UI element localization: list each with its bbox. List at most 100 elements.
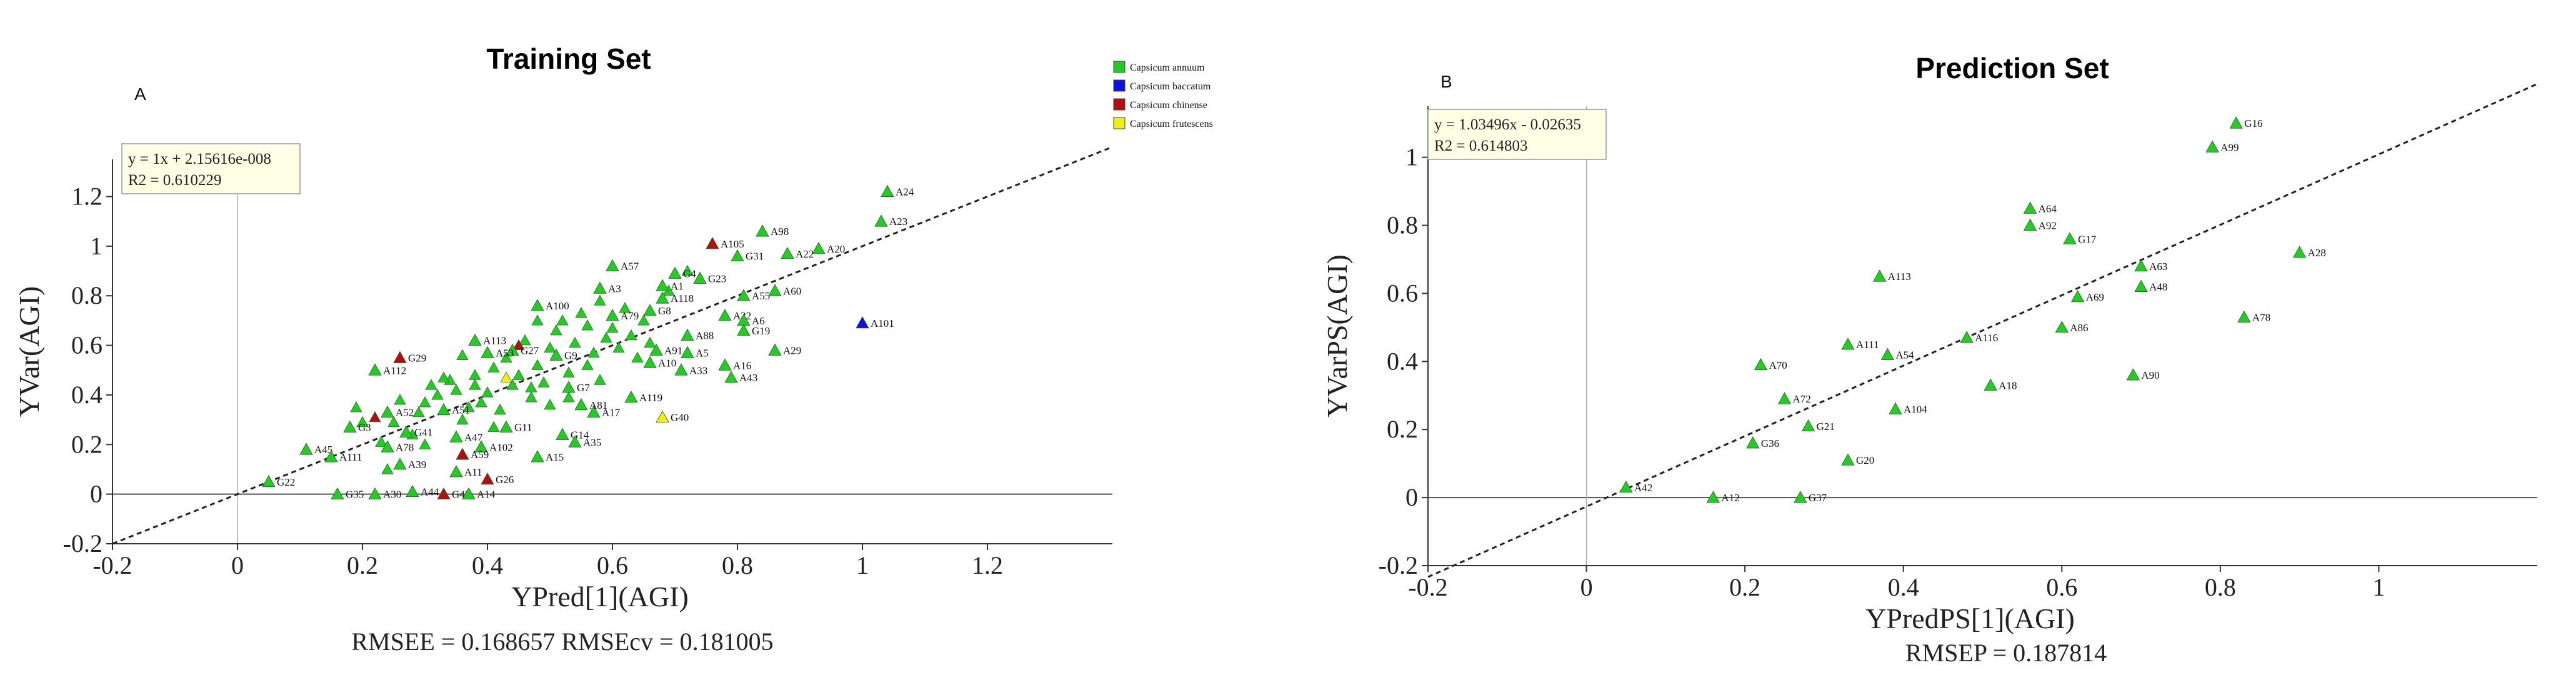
data-point: [456, 448, 469, 460]
data-point: [512, 339, 525, 351]
data-point: [643, 304, 657, 316]
data-point: [481, 346, 494, 358]
rmse-stats: RMSEE = 0.168657 RMSEcv = 0.181005: [351, 628, 773, 656]
y-tick-label: -0.2: [63, 529, 102, 558]
data-point-label: A90: [2141, 369, 2159, 381]
data-point: [581, 319, 594, 331]
data-point-label: G16: [2244, 118, 2262, 129]
data-point: [1984, 378, 1997, 391]
x-tick-label: 0.8: [2205, 573, 2236, 601]
data-point-label: A119: [639, 392, 662, 404]
data-point-label: G3: [358, 422, 371, 434]
data-point-label: A92: [2039, 220, 2057, 232]
data-point: [656, 410, 669, 423]
data-point-label: A12: [1721, 492, 1739, 504]
legend-entry: Capsicum baccatum: [1130, 81, 1211, 92]
x-tick-label: 0.8: [722, 551, 753, 579]
data-point-label: A86: [2070, 322, 2088, 334]
data-point: [631, 351, 644, 363]
data-point: [624, 391, 638, 403]
y-tick-label: 0.2: [1387, 415, 1418, 443]
y-tick-label: 0.4: [71, 381, 102, 409]
data-point: [606, 321, 619, 333]
chart-title: Prediction Set: [1915, 52, 2109, 84]
data-point: [450, 384, 462, 395]
legend-entry: Capsicum annuum: [1130, 62, 1205, 73]
y-tick-label: 1: [1405, 143, 1418, 171]
data-point: [1841, 338, 1855, 350]
data-point-label: G17: [2078, 233, 2097, 245]
legend-swatch: [1113, 117, 1126, 129]
data-point: [731, 249, 744, 262]
data-point-label: A59: [471, 449, 489, 461]
data-point: [449, 430, 463, 442]
data-point-label: G20: [1856, 454, 1874, 466]
data-point-label: A102: [489, 441, 513, 453]
data-point: [500, 351, 512, 363]
data-point: [393, 458, 407, 470]
data-point: [643, 356, 657, 368]
data-point-label: A111: [339, 451, 362, 463]
data-point-label: G36: [1761, 438, 1779, 449]
x-tick-label: 0.4: [472, 551, 503, 579]
y-tick-label: 0.4: [1387, 347, 1418, 375]
training-set-chart: Training Set A -0.2 0 0.2 0.4 0.6 0.8 1 1.2 -0.2 0 0…: [13, 42, 1213, 656]
data-point-label: A1: [671, 280, 684, 292]
data-point: [544, 398, 556, 410]
data-point: [544, 341, 556, 353]
data-point: [656, 291, 669, 304]
data-point: [468, 333, 482, 346]
data-point-label: G26: [496, 474, 514, 486]
y-tick-label: 0.2: [71, 430, 102, 458]
data-point-label: G29: [408, 352, 426, 364]
data-point-label: A18: [1999, 379, 2017, 391]
x-tick-label: 0: [1580, 573, 1593, 601]
data-point: [2063, 232, 2077, 244]
data-point: [881, 184, 894, 197]
data-point: [437, 402, 451, 416]
data-point: [637, 314, 650, 326]
data-point-label: G9: [564, 349, 577, 361]
data-point-label: A23: [889, 216, 907, 228]
data-point-label: A44: [421, 486, 439, 498]
data-point-label: A42: [1634, 482, 1652, 494]
data-point-label: A11: [464, 466, 482, 478]
data-point-label: A29: [783, 345, 801, 357]
data-point: [399, 425, 413, 438]
data-point-label: A52: [396, 407, 414, 419]
x-tick-label: -0.2: [1408, 573, 1447, 601]
data-point: [462, 401, 475, 412]
data-point-label: A45: [314, 444, 332, 456]
panel-label: A: [134, 84, 146, 104]
regression-equation: y = 1.03496x - 0.02635: [1434, 116, 1581, 133]
data-point: [375, 436, 387, 447]
data-point: [531, 314, 544, 326]
data-point: [718, 358, 732, 371]
data-point: [343, 420, 357, 432]
data-point-label: G40: [671, 412, 689, 424]
data-point: [393, 351, 407, 363]
x-tick-label: 0.2: [347, 551, 378, 579]
data-point: [449, 465, 463, 478]
data-point: [1754, 358, 1768, 371]
data-point-label: A16: [733, 359, 751, 371]
equation-box: [121, 143, 301, 194]
x-tick-label: -0.2: [92, 551, 132, 579]
data-point: [381, 463, 394, 474]
data-point: [737, 289, 751, 301]
equation-box: [1427, 109, 1607, 160]
data-point-label: A55: [752, 290, 770, 302]
y-tick-label: 0.8: [1387, 211, 1418, 239]
data-point-label: A14: [477, 489, 496, 501]
data-point-label: A113: [1888, 271, 1911, 282]
data-point-label: A112: [383, 364, 406, 376]
data-point-label: G4: [683, 268, 696, 280]
data-point: [324, 450, 338, 462]
data-point-label: G31: [746, 251, 764, 262]
data-point: [600, 331, 612, 343]
x-tick-label: 0.6: [597, 551, 628, 579]
data-point: [499, 420, 513, 432]
data-point: [2134, 259, 2148, 272]
data-point: [1706, 491, 1720, 503]
data-point: [587, 405, 601, 418]
